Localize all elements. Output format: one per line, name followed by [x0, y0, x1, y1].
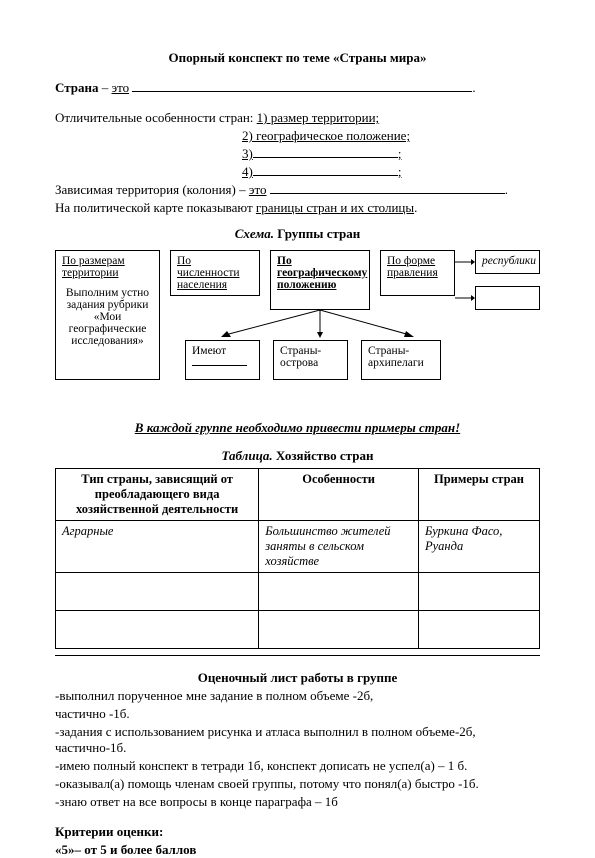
features-block: Отличительные особенности стран: 1) разм…: [55, 110, 540, 126]
blank-dep: [270, 193, 505, 194]
box-respubliki: республики: [475, 250, 540, 274]
box-govform: По форме правления: [380, 250, 455, 296]
box-size: По размерам территории Выполним устно за…: [55, 250, 160, 380]
arrow-geo-split: [205, 310, 435, 340]
arrow-gov: [455, 252, 475, 312]
eval-l2: частично -1б.: [55, 706, 540, 722]
page-title: Опорный конспект по теме «Страны мира»: [55, 50, 540, 66]
eval-l1: -выполнил порученное мне задание в полно…: [55, 688, 540, 704]
box-arhipelagi: Страны-архипелаги: [361, 340, 441, 380]
country-def-line: Страна – это .: [55, 80, 540, 96]
dep-terr-line: Зависимая территория (колония) – это .: [55, 182, 540, 198]
eval-l5: -оказывал(а) помощь членам своей группы,…: [55, 776, 540, 792]
country-label: Страна: [55, 80, 98, 95]
schema-diagram: По размерам территории Выполним устно за…: [55, 250, 540, 420]
separator: [55, 655, 540, 656]
td-r2c2: [259, 573, 419, 611]
box-ostrova: Страны-острова: [273, 340, 348, 380]
polit-map-line: На политической карте показывают границы…: [55, 200, 540, 216]
box-population: По численности населения: [170, 250, 260, 296]
feature-4-line: 4);: [55, 164, 540, 180]
td-r3c2: [259, 611, 419, 649]
table-title: Таблица. Хозяйство стран: [55, 448, 540, 464]
eval-title: Оценочный лист работы в группе: [55, 670, 540, 686]
th-1: Тип страны, зависящий от преобладающего …: [56, 469, 259, 521]
feature-1: 1) размер территории;: [257, 110, 380, 125]
box-empty2: [475, 286, 540, 310]
th-3: Примеры стран: [418, 469, 539, 521]
feature-2-line: 2) географическое положение;: [55, 128, 540, 144]
box-imeyut: Имеют: [185, 340, 260, 380]
td-r2c3: [418, 573, 539, 611]
box-geo: По географическому положению: [270, 250, 370, 310]
crit-label: Критерии оценки:: [55, 824, 540, 840]
economy-table: Тип страны, зависящий от преобладающего …: [55, 468, 540, 649]
td-r1c2: Большинство жителей заняты в сельском хо…: [259, 521, 419, 573]
feature-3-line: 3);: [55, 146, 540, 162]
eval-l4: -имею полный конспект в тетради 1б, конс…: [55, 758, 540, 774]
group-note: В каждой группе необходимо привести прим…: [55, 420, 540, 436]
crit-5: «5»– от 5 и более баллов: [55, 842, 540, 858]
th-2: Особенности: [259, 469, 419, 521]
features-label: Отличительные особенности стран:: [55, 110, 253, 125]
blank-country: [132, 91, 472, 92]
eval-l6: -знаю ответ на все вопросы в конце параг…: [55, 794, 540, 810]
td-r3c1: [56, 611, 259, 649]
eto: это: [111, 80, 129, 95]
td-r3c3: [418, 611, 539, 649]
td-r2c1: [56, 573, 259, 611]
td-r1c3: Буркина Фасо, Руанда: [418, 521, 539, 573]
schema-title: Схема. Группы стран: [55, 226, 540, 242]
eval-l3: -задания с использованием рисунка и атла…: [55, 724, 540, 756]
td-r1c1: Аграрные: [56, 521, 259, 573]
